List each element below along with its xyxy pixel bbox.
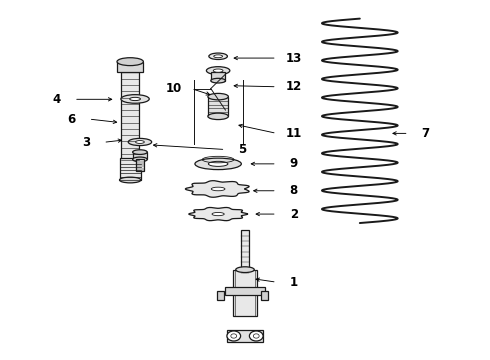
Ellipse shape — [133, 157, 147, 162]
Bar — [211, 72, 225, 81]
Bar — [261, 291, 268, 300]
Ellipse shape — [120, 177, 141, 183]
Text: 4: 4 — [53, 93, 61, 106]
Text: 1: 1 — [290, 276, 298, 289]
Text: 13: 13 — [286, 51, 302, 64]
Bar — [136, 159, 145, 171]
Ellipse shape — [208, 161, 228, 166]
Text: 3: 3 — [82, 136, 90, 149]
Text: 2: 2 — [290, 208, 298, 221]
Polygon shape — [189, 207, 247, 221]
Bar — [227, 330, 263, 342]
Ellipse shape — [209, 53, 227, 59]
Bar — [121, 72, 140, 160]
Text: 9: 9 — [290, 157, 298, 170]
Ellipse shape — [211, 78, 225, 83]
Ellipse shape — [121, 95, 149, 103]
Ellipse shape — [117, 58, 144, 66]
Ellipse shape — [128, 138, 152, 145]
Text: 7: 7 — [422, 127, 430, 140]
Text: 10: 10 — [166, 82, 182, 95]
Bar — [133, 152, 147, 159]
Text: 8: 8 — [290, 184, 298, 197]
Ellipse shape — [208, 113, 228, 120]
Bar — [120, 158, 141, 180]
Bar — [208, 96, 228, 116]
Circle shape — [227, 331, 241, 341]
Text: 11: 11 — [286, 127, 302, 140]
Bar — [117, 62, 144, 72]
Ellipse shape — [206, 67, 230, 75]
Ellipse shape — [195, 158, 242, 170]
Ellipse shape — [236, 267, 254, 273]
Bar — [217, 291, 224, 300]
Ellipse shape — [208, 93, 228, 100]
Circle shape — [249, 331, 263, 341]
Ellipse shape — [213, 69, 223, 72]
Ellipse shape — [212, 212, 224, 216]
Text: 6: 6 — [68, 113, 75, 126]
Bar — [225, 287, 265, 294]
Ellipse shape — [211, 187, 225, 191]
Ellipse shape — [214, 55, 222, 58]
Ellipse shape — [130, 97, 141, 100]
Ellipse shape — [136, 140, 145, 143]
Text: 5: 5 — [239, 143, 246, 156]
Bar — [233, 270, 257, 316]
Polygon shape — [185, 181, 249, 197]
Bar — [241, 230, 249, 273]
Ellipse shape — [133, 150, 147, 154]
Text: 12: 12 — [286, 80, 302, 93]
